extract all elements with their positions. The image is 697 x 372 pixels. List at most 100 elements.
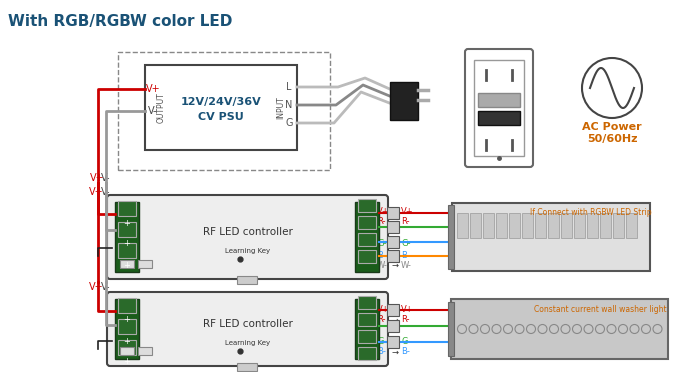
Text: V+: V+	[401, 305, 413, 314]
FancyBboxPatch shape	[387, 236, 399, 248]
Text: →: →	[391, 260, 398, 269]
FancyBboxPatch shape	[387, 304, 399, 316]
FancyBboxPatch shape	[465, 49, 533, 167]
FancyBboxPatch shape	[387, 320, 399, 332]
FancyBboxPatch shape	[478, 111, 520, 125]
Text: INPUT: INPUT	[277, 96, 286, 119]
Text: V-: V-	[101, 187, 111, 197]
FancyBboxPatch shape	[120, 347, 134, 355]
Text: V+: V+	[401, 208, 413, 217]
Text: Learning Key: Learning Key	[225, 340, 270, 346]
Text: →: →	[391, 315, 398, 324]
Text: V+: V+	[89, 187, 104, 197]
Text: V+: V+	[90, 173, 105, 183]
FancyBboxPatch shape	[509, 213, 520, 238]
FancyBboxPatch shape	[390, 82, 418, 120]
FancyBboxPatch shape	[626, 213, 637, 238]
Text: +: +	[123, 315, 130, 324]
Text: +: +	[123, 337, 130, 346]
FancyBboxPatch shape	[561, 213, 572, 238]
FancyBboxPatch shape	[115, 202, 139, 272]
FancyBboxPatch shape	[118, 201, 136, 216]
Text: RF LED controller: RF LED controller	[203, 319, 293, 329]
FancyBboxPatch shape	[451, 299, 668, 359]
FancyBboxPatch shape	[600, 213, 611, 238]
FancyBboxPatch shape	[478, 93, 520, 107]
FancyBboxPatch shape	[115, 299, 139, 359]
FancyBboxPatch shape	[496, 213, 507, 238]
FancyBboxPatch shape	[358, 250, 376, 263]
Text: →: →	[391, 240, 398, 248]
Text: B-: B-	[377, 250, 386, 260]
FancyBboxPatch shape	[118, 319, 136, 334]
FancyBboxPatch shape	[107, 292, 388, 366]
FancyBboxPatch shape	[387, 207, 399, 219]
FancyBboxPatch shape	[474, 60, 524, 156]
FancyBboxPatch shape	[118, 52, 330, 170]
Text: R-: R-	[401, 315, 410, 324]
FancyBboxPatch shape	[118, 243, 136, 258]
FancyBboxPatch shape	[145, 65, 297, 150]
FancyBboxPatch shape	[387, 336, 399, 348]
Text: W-: W-	[401, 260, 412, 269]
Text: R-: R-	[377, 218, 385, 227]
FancyBboxPatch shape	[358, 347, 376, 360]
Text: AC Power
50/60Hz: AC Power 50/60Hz	[582, 122, 642, 144]
FancyBboxPatch shape	[613, 213, 624, 238]
FancyBboxPatch shape	[107, 195, 388, 279]
Text: OUTPUT: OUTPUT	[157, 92, 165, 123]
Text: R-: R-	[401, 218, 410, 227]
FancyBboxPatch shape	[522, 213, 533, 238]
FancyBboxPatch shape	[457, 213, 468, 238]
FancyBboxPatch shape	[118, 222, 136, 237]
FancyBboxPatch shape	[358, 296, 376, 309]
FancyBboxPatch shape	[237, 276, 257, 284]
FancyBboxPatch shape	[358, 216, 376, 229]
Text: B-: B-	[377, 347, 386, 356]
Text: G-: G-	[401, 240, 411, 248]
FancyBboxPatch shape	[358, 233, 376, 246]
Text: Constant current wall washer light: Constant current wall washer light	[535, 305, 667, 314]
Text: G-: G-	[377, 240, 387, 248]
Text: W-: W-	[377, 260, 388, 269]
FancyBboxPatch shape	[355, 299, 379, 359]
Text: G: G	[285, 118, 293, 128]
Text: RF LED controller: RF LED controller	[203, 227, 293, 237]
FancyBboxPatch shape	[358, 330, 376, 343]
FancyBboxPatch shape	[470, 213, 481, 238]
Text: G-: G-	[401, 337, 411, 346]
Text: V-: V-	[148, 106, 158, 116]
FancyBboxPatch shape	[587, 213, 598, 238]
Text: +: +	[123, 218, 130, 228]
Text: +: +	[123, 240, 130, 248]
Text: V-: V-	[101, 282, 111, 292]
Text: V-: V-	[101, 173, 111, 183]
FancyBboxPatch shape	[358, 199, 376, 212]
Text: N: N	[285, 100, 293, 110]
FancyBboxPatch shape	[535, 213, 546, 238]
FancyBboxPatch shape	[358, 313, 376, 326]
Text: CV PSU: CV PSU	[198, 112, 244, 122]
Text: +: +	[123, 357, 130, 366]
Text: V+: V+	[146, 84, 160, 94]
FancyBboxPatch shape	[548, 213, 559, 238]
Text: →: →	[391, 347, 398, 356]
Text: V+: V+	[377, 305, 390, 314]
Text: With RGB/RGBW color LED: With RGB/RGBW color LED	[8, 14, 232, 29]
FancyBboxPatch shape	[387, 221, 399, 233]
Text: If Connect with RGBW LED Strip: If Connect with RGBW LED Strip	[530, 208, 652, 217]
Text: R-: R-	[377, 315, 385, 324]
Text: →: →	[391, 305, 398, 314]
FancyBboxPatch shape	[574, 213, 585, 238]
FancyBboxPatch shape	[138, 260, 152, 268]
FancyBboxPatch shape	[387, 250, 399, 262]
Text: →: →	[391, 250, 398, 260]
Text: B-: B-	[401, 250, 410, 260]
Text: +: +	[123, 260, 130, 269]
Text: →: →	[391, 208, 398, 217]
FancyBboxPatch shape	[355, 202, 379, 272]
FancyBboxPatch shape	[120, 260, 134, 268]
FancyBboxPatch shape	[452, 203, 650, 271]
FancyBboxPatch shape	[118, 340, 136, 355]
Text: B-: B-	[401, 347, 410, 356]
